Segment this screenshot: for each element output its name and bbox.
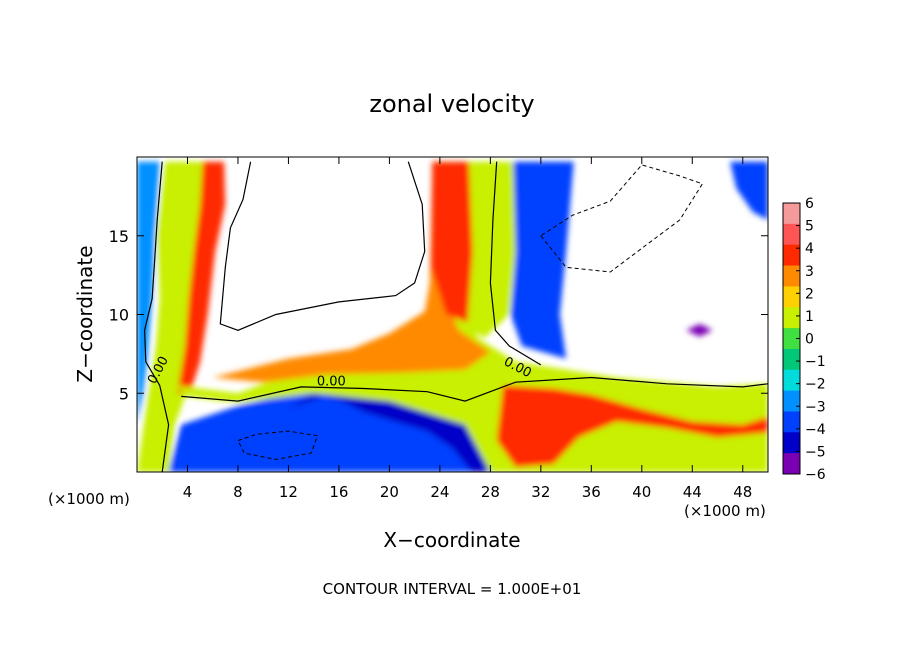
chart-title: zonal velocity <box>369 90 534 118</box>
colorbar-swatch <box>783 411 800 433</box>
region-left-column-core <box>177 161 226 394</box>
colorbar-tick-label: −2 <box>805 377 826 393</box>
colorbar-tick-label: −5 <box>805 444 826 460</box>
region-right-blob-negative <box>686 323 713 337</box>
contour-lines <box>143 161 768 472</box>
colorbar-tick-label: 6 <box>805 196 814 212</box>
colorbar-swatch <box>783 286 800 308</box>
colorbar-tick-label: 5 <box>805 219 814 235</box>
colorbar-tick-label: 0 <box>805 332 814 348</box>
region-low-level-warm <box>212 161 491 383</box>
x-unit-right: (×1000 m) <box>684 502 766 520</box>
y-tick-label: 5 <box>119 384 129 403</box>
colorbar-swatch <box>783 348 800 371</box>
colorbar-swatch <box>783 432 800 454</box>
colorbar-swatch <box>783 265 800 287</box>
zero-contour-1 <box>181 376 768 402</box>
region-rising-plume-red <box>431 161 473 323</box>
colorbar-swatch <box>783 203 800 225</box>
x-tick-label: 24 <box>430 483 449 501</box>
colorbar-tick-label: 3 <box>805 264 814 280</box>
colorbar-tick-label: −1 <box>805 354 826 370</box>
region-right-edge-negative <box>730 161 768 220</box>
x-axis-label: X−coordinate <box>383 528 520 552</box>
zero-contour-0 <box>143 161 170 472</box>
colorbar-swatch <box>783 307 800 329</box>
region-rising-plume-negative <box>510 161 574 359</box>
zero-contour-3 <box>219 161 426 331</box>
colorbar-swatch <box>783 223 800 246</box>
region-left-edge-negative <box>137 161 160 425</box>
colorbar-swatch <box>783 390 800 412</box>
colorbar-swatch <box>783 369 800 392</box>
y-tick-label: 15 <box>109 227 129 246</box>
x-tick-label: 40 <box>632 483 651 501</box>
x-tick-label: 8 <box>233 483 243 501</box>
x-tick-label: 48 <box>733 483 752 501</box>
colorbar-tick-label: 1 <box>805 309 814 325</box>
colorbar: 6 5 4 3 2 1 0 −1 −2 −3 −4 −5 −6 <box>782 196 826 483</box>
colorbar-tick-label: −4 <box>805 422 826 438</box>
colorbar-swatch <box>783 328 800 350</box>
colorbar-tick-label: −3 <box>805 399 826 415</box>
x-unit-left: (×1000 m) <box>48 490 130 508</box>
negative-contour-1 <box>237 430 319 460</box>
x-tick-label: 20 <box>380 483 399 501</box>
x-tick-label: 4 <box>183 483 193 501</box>
region-surface-warm-patch <box>496 385 768 468</box>
x-tick-label: 28 <box>481 483 500 501</box>
colorbar-swatch <box>783 453 800 475</box>
y-axis-label: Z−coordinate <box>73 245 97 382</box>
colorbar-tick-label: −6 <box>805 467 826 483</box>
contour-label-zero: 0.00 <box>317 375 346 390</box>
x-axis-ticks: 4 8 12 16 20 24 28 32 36 40 44 48 <box>183 157 752 501</box>
contour-interval-note: CONTOUR INTERVAL = 1.000E+01 <box>323 580 582 598</box>
y-axis-ticks: 5 10 15 <box>109 227 768 403</box>
y-tick-label: 10 <box>109 306 129 325</box>
colorbar-tick-label: 2 <box>805 286 814 302</box>
negative-contour-0 <box>540 164 704 273</box>
x-tick-label: 44 <box>683 483 702 501</box>
plot-area: 0.00 0.000.00 4 8 12 16 20 24 28 32 36 40 44 48 5101… <box>109 156 769 501</box>
x-tick-label: 32 <box>531 483 550 501</box>
x-tick-label: 12 <box>279 483 298 501</box>
x-tick-label: 16 <box>329 483 348 501</box>
region-low-level-band <box>174 161 768 472</box>
field-regions <box>137 161 768 472</box>
x-tick-label: 36 <box>582 483 601 501</box>
colorbar-tick-label: 4 <box>805 241 814 257</box>
colorbar-swatch <box>783 244 800 267</box>
zero-contour-2 <box>489 161 542 366</box>
